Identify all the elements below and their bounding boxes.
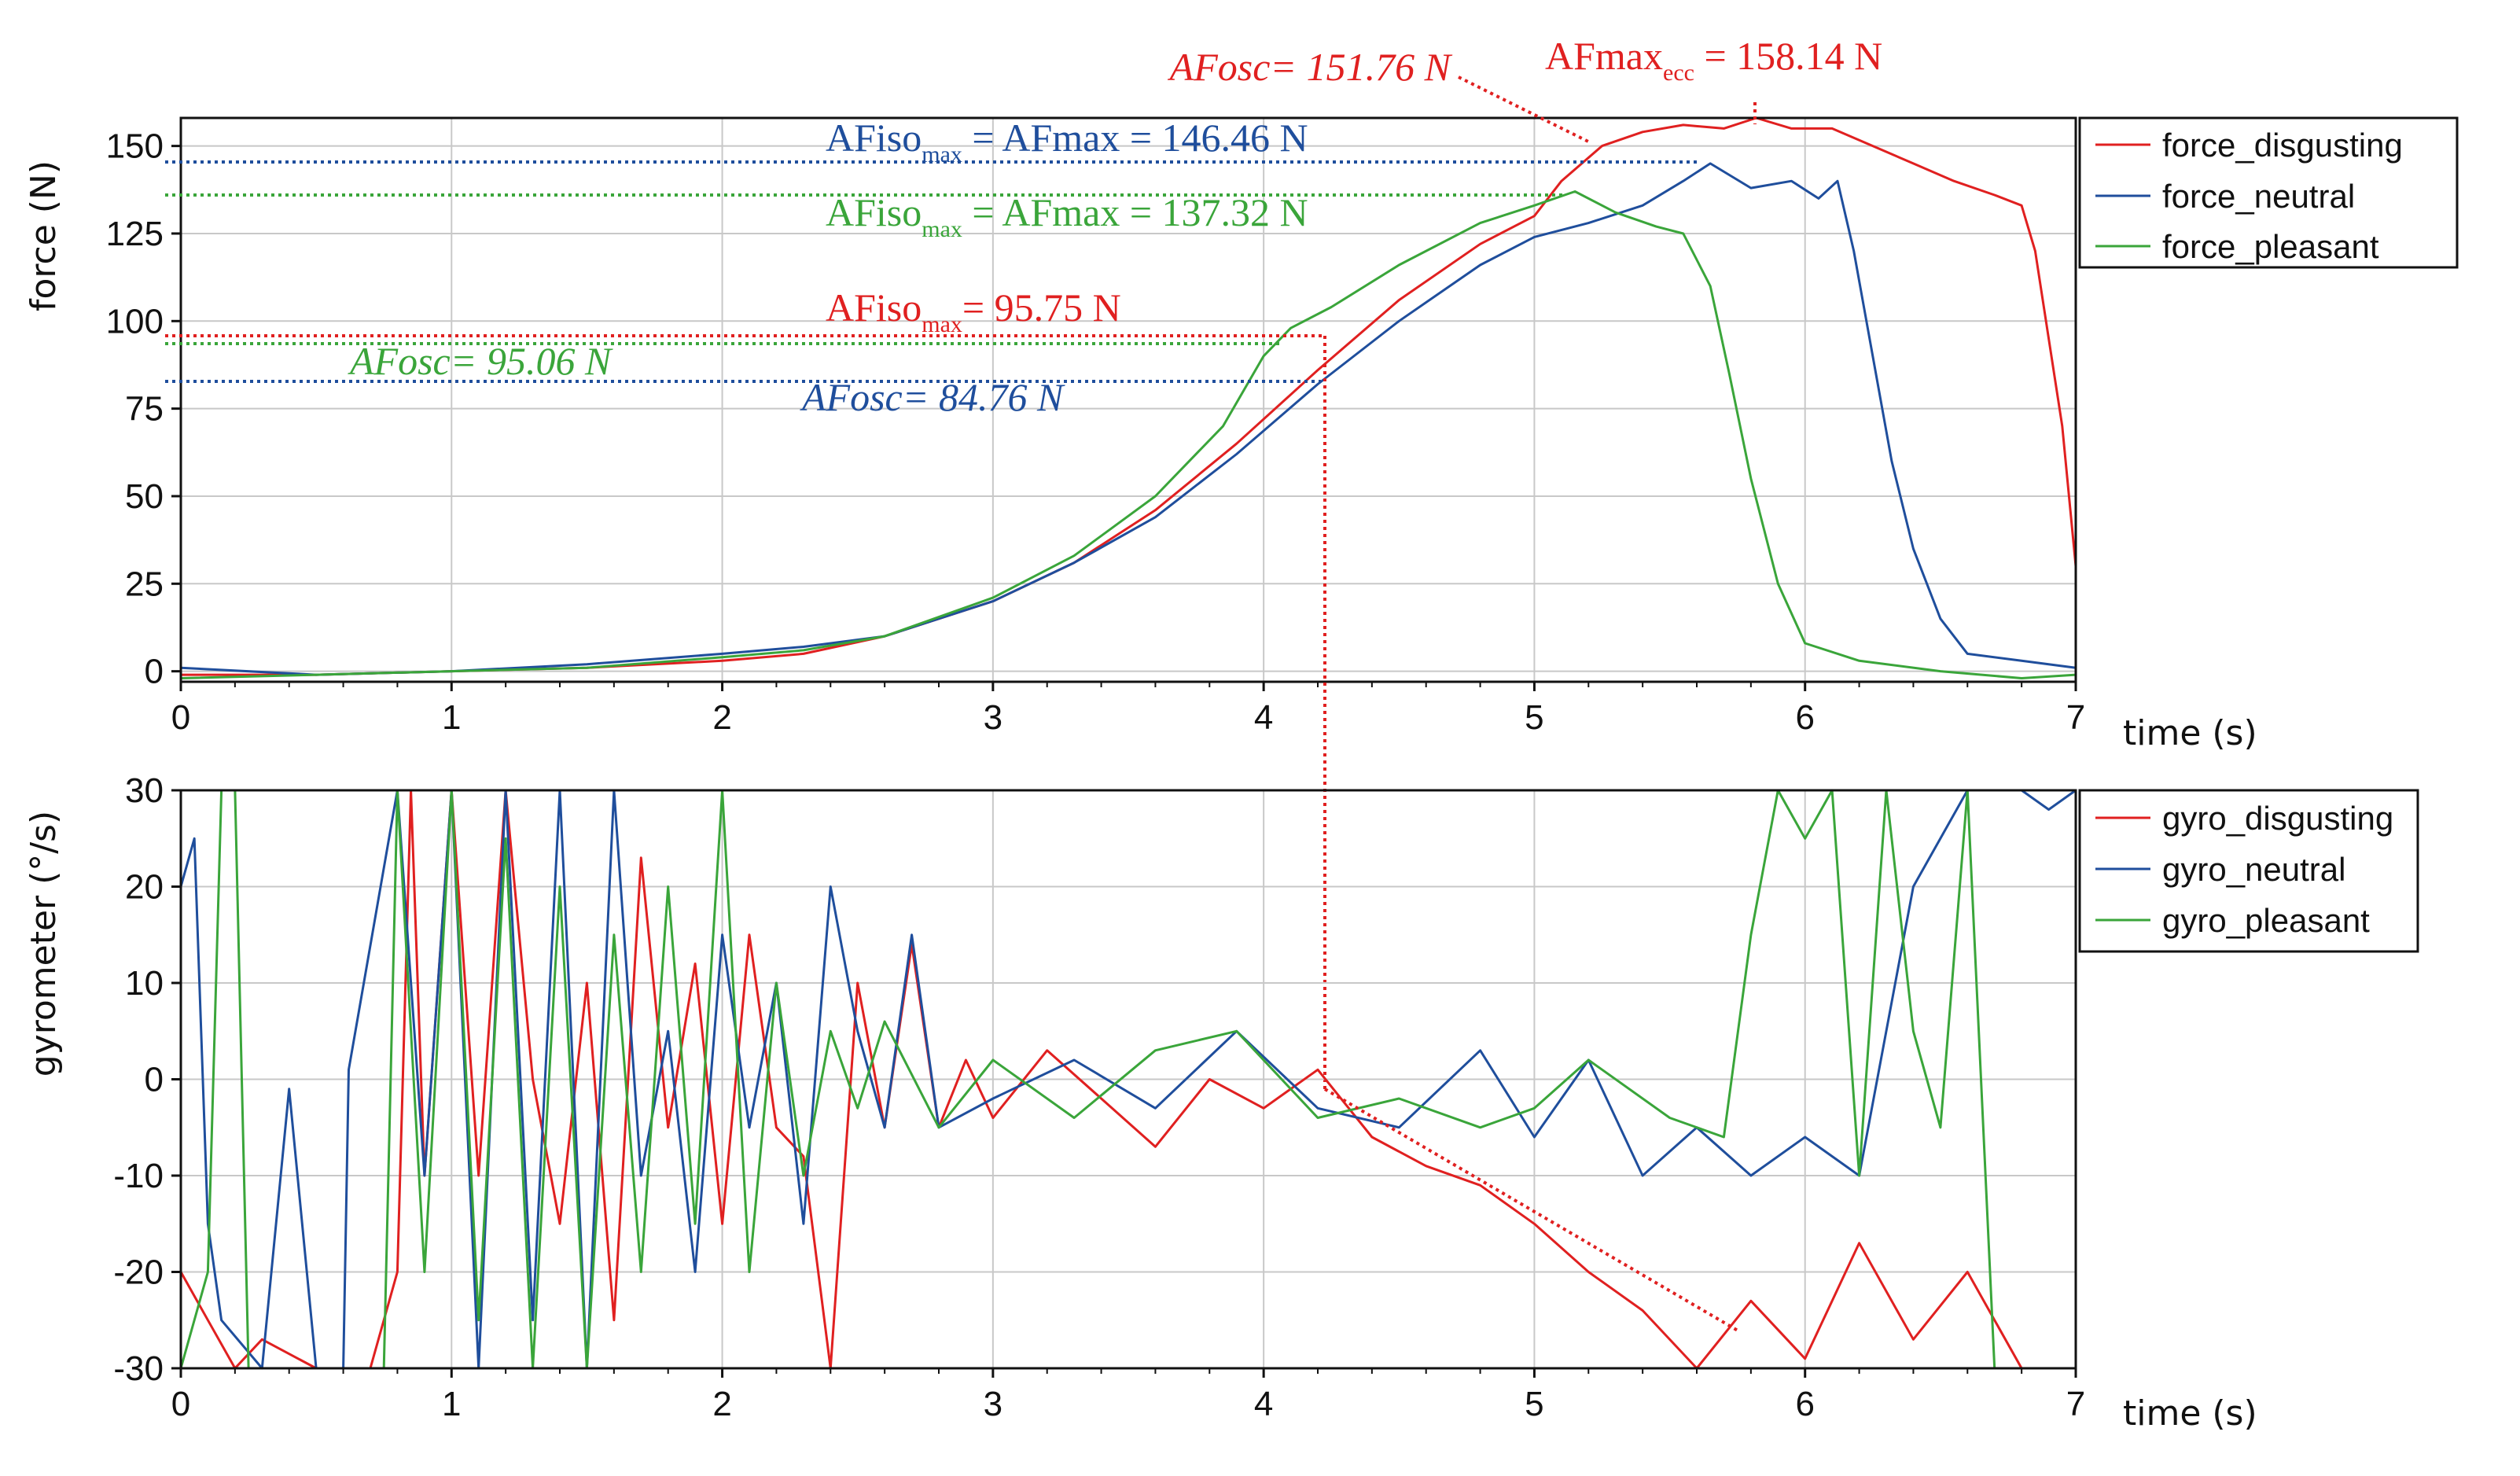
- annotation-afiso-neutral: AFisomax = AFmax = 146.46 N: [826, 116, 1308, 167]
- annotation-afosc-neutral: AFosc= 84.76 N: [800, 375, 1065, 419]
- gyro-y-tick-label: 10: [125, 964, 164, 1003]
- gyro-x-axis-label: time (s): [2123, 1393, 2257, 1434]
- gyro-y-tick-label: -30: [113, 1349, 164, 1388]
- force-y-tick-label: 0: [145, 653, 164, 691]
- force-panel: 0 25 50 75 100 125 150 0 1 2 3 4 5 6 7 force (N) time…: [24, 34, 2459, 1089]
- gyro-x-tick-label: 7: [2066, 1385, 2085, 1423]
- legend-gyro-neutral: gyro_neutral: [2162, 851, 2345, 888]
- legend-gyro-pleasant: gyro_pleasant: [2162, 902, 2370, 939]
- gyro-y-axis-label: gyrometer (°/s): [24, 811, 64, 1077]
- annotation-afiso-disgusting-sub: max: [922, 311, 962, 337]
- force-y-tick-label: 150: [106, 127, 164, 166]
- force-reference-lines: [165, 75, 1757, 1089]
- legend-gyro-disgusting: gyro_disgusting: [2162, 800, 2393, 837]
- annotation-afmax-ecc: AFmaxecc = 158.14 N: [1545, 34, 1882, 86]
- annotation-afiso-pleasant: AFisomax = AFmax = 137.32 N: [826, 190, 1308, 242]
- force-legend: force_disgusting force_neutral force_ple…: [2078, 116, 2459, 269]
- annotation-afosc-pleasant: AFosc= 95.06 N: [348, 339, 613, 383]
- gyro-y-tick-label: 20: [125, 868, 164, 907]
- annotation-afiso-pleasant-base: AFiso: [826, 190, 922, 234]
- force-ticks: [171, 145, 2077, 691]
- annotation-afosc-disgusting: AFosc= 151.76 N: [1168, 45, 1453, 89]
- gyro-y-tick-label: 0: [145, 1061, 164, 1099]
- gyro-x-tick-label: 4: [1254, 1385, 1273, 1423]
- series-force-neutral: [180, 162, 2077, 676]
- gyro-x-tick-label: 5: [1525, 1385, 1543, 1423]
- force-x-tick-label: 2: [712, 698, 731, 737]
- gyro-legend: gyro_disgusting gyro_neutral gyro_pleasa…: [2078, 789, 2419, 953]
- gyro-y-tick-label: 30: [125, 771, 164, 810]
- legend-force-pleasant: force_pleasant: [2162, 228, 2379, 265]
- force-y-tick-label: 125: [106, 215, 164, 253]
- annotation-afiso-disgusting-value: = 95.75 N: [962, 285, 1121, 329]
- gyro-y-tick-label: -10: [113, 1157, 164, 1195]
- gyro-ticks: [171, 789, 2077, 1378]
- force-x-axis-label: time (s): [2123, 713, 2257, 753]
- gyro-x-tick-label: 6: [1795, 1385, 1814, 1423]
- gyro-x-tick-label: 1: [442, 1385, 461, 1423]
- gyro-panel: -30 -20 -10 0 10 20 30 0 1 2 3 4 5 6 7 gyrometer (°/s…: [24, 771, 2419, 1434]
- gyro-y-tick-label: -20: [113, 1253, 164, 1292]
- force-legend-box: [2078, 116, 2459, 269]
- annotation-afiso-pleasant-value: = AFmax = 137.32 N: [962, 190, 1308, 234]
- gyro-series: [179, 789, 2077, 1370]
- force-y-axis-label: force (N): [24, 160, 64, 311]
- force-x-tick-label: 3: [984, 698, 1002, 737]
- gyro-trend-line: [1323, 1088, 1739, 1332]
- annotation-afiso-neutral-sub: max: [922, 142, 962, 167]
- annotation-afiso-disgusting-base: AFiso: [826, 285, 922, 329]
- force-y-tick-label: 50: [125, 477, 164, 516]
- force-y-tick-label: 100: [106, 302, 164, 340]
- force-grid: [180, 118, 2077, 682]
- legend-force-neutral: force_neutral: [2162, 178, 2355, 215]
- force-x-tick-label: 6: [1795, 698, 1814, 737]
- force-annotations: AFosc= 151.76 N AFmaxecc = 158.14 N AFis…: [348, 34, 1882, 419]
- series-gyro-pleasant: [179, 789, 2022, 1370]
- gyro-x-tick-label: 0: [171, 1385, 190, 1423]
- annotation-afiso-pleasant-sub: max: [922, 216, 962, 242]
- force-y-tick-labels: 0 25 50 75 100 125 150: [106, 127, 164, 691]
- annotation-afiso-neutral-base: AFiso: [826, 116, 922, 160]
- gyro-x-tick-labels: 0 1 2 3 4 5 6 7: [171, 1385, 2085, 1423]
- force-x-tick-label: 1: [442, 698, 461, 737]
- gyro-y-tick-labels: -30 -20 -10 0 10 20 30: [113, 771, 164, 1388]
- annotation-afmax-ecc-base: AFmax: [1545, 34, 1663, 78]
- force-x-tick-label: 4: [1254, 698, 1273, 737]
- annotation-afiso-disgusting: AFisomax= 95.75 N: [826, 285, 1121, 337]
- force-plot-frame: [179, 116, 2077, 683]
- force-y-tick-label: 25: [125, 565, 164, 603]
- force-x-tick-label: 7: [2066, 698, 2085, 737]
- annotation-afmax-ecc-sub: ecc: [1663, 60, 1694, 86]
- force-x-tick-label: 5: [1525, 698, 1543, 737]
- annotation-afiso-neutral-value: = AFmax = 146.46 N: [962, 116, 1308, 160]
- force-y-tick-label: 75: [125, 390, 164, 429]
- gyro-x-tick-label: 2: [712, 1385, 731, 1423]
- force-x-tick-labels: 0 1 2 3 4 5 6 7: [171, 698, 2085, 737]
- legend-force-disgusting: force_disgusting: [2162, 127, 2403, 164]
- ref-afosc-disgusting-leader: [1458, 75, 1589, 143]
- gyro-x-tick-label: 3: [984, 1385, 1002, 1423]
- series-force-pleasant: [180, 190, 2077, 679]
- force-x-tick-label: 0: [171, 698, 190, 737]
- annotation-afmax-ecc-value: = 158.14 N: [1694, 34, 1882, 78]
